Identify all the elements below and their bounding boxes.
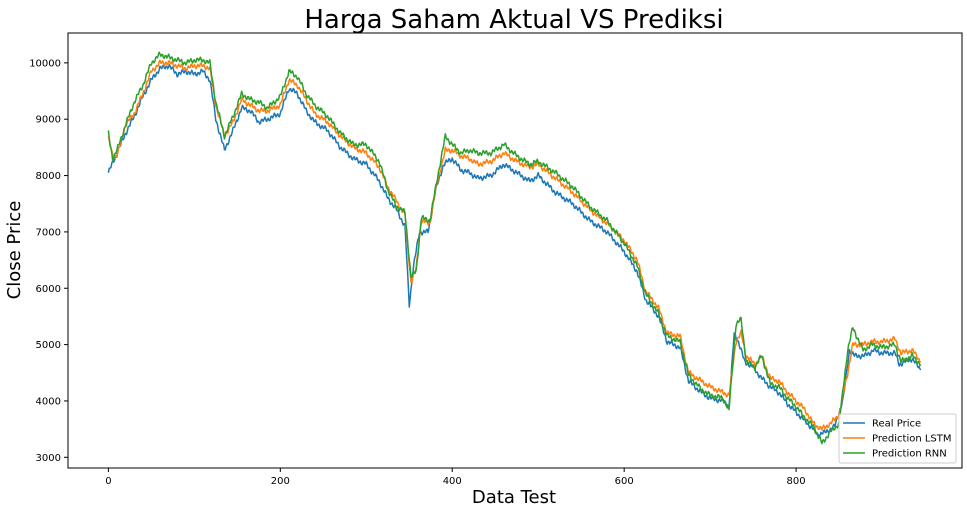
y-tick-label: 9000 bbox=[36, 115, 61, 126]
x-tick-label: 200 bbox=[271, 476, 290, 487]
chart-title: Harga Saham Aktual VS Prediksi bbox=[304, 5, 723, 35]
legend-label-prediction-rnn: Prediction RNN bbox=[872, 449, 947, 460]
y-tick-label: 6000 bbox=[36, 284, 61, 295]
y-tick-label: 4000 bbox=[36, 396, 61, 407]
y-axis-ticks: 3000 4000 5000 6000 7000 8000 9000 10000 bbox=[29, 58, 68, 464]
legend: Real Price Prediction LSTM Prediction RNN bbox=[838, 413, 957, 464]
x-tick-label: 0 bbox=[105, 476, 111, 487]
x-tick-label: 600 bbox=[615, 476, 634, 487]
y-tick-label: 10000 bbox=[29, 58, 61, 69]
legend-label-real-price: Real Price bbox=[872, 419, 921, 430]
series-line-prediction-rnn bbox=[107, 51, 922, 445]
x-axis-label: Data Test bbox=[472, 487, 556, 508]
plot-area bbox=[67, 32, 963, 469]
x-axis-ticks: 0 200 400 600 800 bbox=[105, 468, 806, 487]
y-tick-label: 3000 bbox=[36, 453, 61, 464]
y-tick-label: 7000 bbox=[36, 227, 61, 238]
y-axis-label: Close Price bbox=[4, 201, 25, 300]
x-tick-label: 800 bbox=[787, 476, 806, 487]
plot-frame bbox=[67, 32, 963, 469]
legend-label-prediction-lstm: Prediction LSTM bbox=[872, 434, 952, 445]
legend-box bbox=[838, 413, 957, 464]
series-line-real-price bbox=[107, 64, 922, 439]
series-line-prediction-lstm bbox=[107, 59, 922, 431]
y-tick-label: 8000 bbox=[36, 171, 61, 182]
y-tick-label: 5000 bbox=[36, 340, 61, 351]
x-tick-label: 400 bbox=[443, 476, 462, 487]
series-layer bbox=[107, 51, 922, 445]
